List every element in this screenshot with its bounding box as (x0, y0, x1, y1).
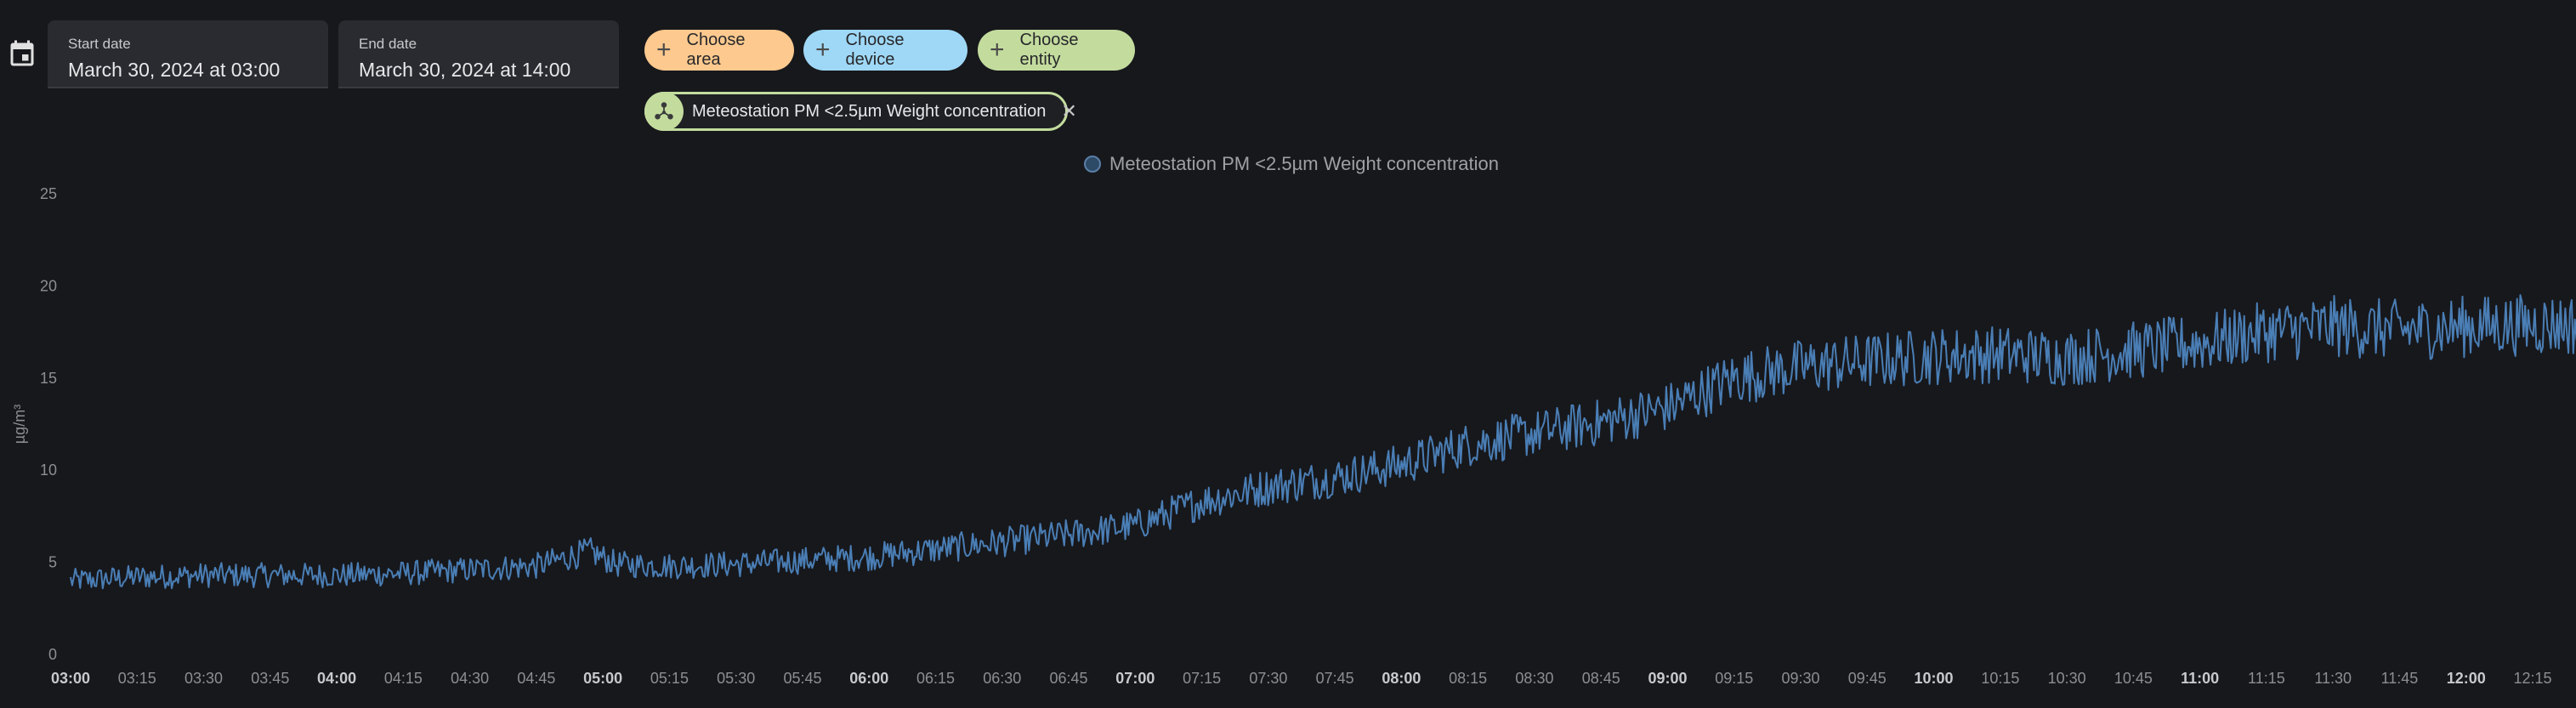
x-tick-label: 10:30 (2048, 670, 2086, 687)
x-tick-label: 07:45 (1316, 670, 1354, 687)
series-line (70, 294, 2576, 590)
x-tick-label: 08:45 (1582, 670, 1620, 687)
molecule-icon (644, 92, 684, 131)
x-tick-label: 10:15 (1981, 670, 2019, 687)
x-tick-label: 08:00 (1382, 670, 1421, 687)
choose-area-label: Choose area (686, 31, 746, 69)
x-tick-label: 10:00 (1915, 670, 1954, 687)
calendar-icon[interactable] (7, 39, 37, 70)
choose-entity-button[interactable]: + Choose entity (978, 30, 1135, 71)
x-tick-label: 03:45 (251, 670, 289, 687)
x-tick-label: 12:15 (2513, 670, 2551, 687)
x-axis: 03:00 03:15 03:30 03:45 04:00 04:15 04:30 04:45… (51, 670, 2552, 687)
y-axis: 0 5 10 15 20 25 (40, 185, 57, 663)
plus-icon: + (656, 36, 672, 64)
selected-entity-chip[interactable]: Meteostation PM <2.5µm Weight concentrat… (644, 92, 1077, 131)
y-tick-label: 10 (40, 462, 57, 479)
x-tick-label: 05:00 (583, 670, 622, 687)
x-tick-label: 06:45 (1050, 670, 1088, 687)
x-tick-label: 03:00 (51, 670, 90, 687)
x-tick-label: 08:15 (1449, 670, 1487, 687)
x-tick-label: 06:15 (916, 670, 955, 687)
choose-device-button[interactable]: + Choose device (803, 30, 967, 71)
choose-area-button[interactable]: + Choose area (644, 30, 794, 71)
y-tick-label: 5 (48, 554, 57, 571)
x-tick-label: 04:45 (517, 670, 555, 687)
end-date-field[interactable]: End date March 30, 2024 at 14:00 (338, 20, 619, 88)
end-date-value: March 30, 2024 at 14:00 (359, 59, 571, 81)
x-tick-label: 08:30 (1515, 670, 1553, 687)
x-tick-label: 07:30 (1249, 670, 1287, 687)
start-date-label: Start date (68, 36, 131, 52)
y-tick-label: 20 (40, 277, 57, 294)
x-tick-label: 09:30 (1782, 670, 1820, 687)
end-date-label: End date (359, 36, 417, 52)
x-tick-label: 03:30 (184, 670, 223, 687)
y-tick-label: 25 (40, 185, 57, 202)
x-tick-label: 09:00 (1648, 670, 1687, 687)
x-tick-label: 09:45 (1848, 670, 1887, 687)
x-tick-label: 05:30 (717, 670, 755, 687)
selected-entity-label: Meteostation PM <2.5µm Weight concentrat… (692, 101, 1047, 121)
x-tick-label: 10:45 (2114, 670, 2153, 687)
x-tick-label: 05:45 (783, 670, 821, 687)
x-tick-label: 12:00 (2447, 670, 2486, 687)
y-tick-label: 15 (40, 370, 57, 387)
x-tick-label: 09:15 (1715, 670, 1753, 687)
choose-entity-label: Choose entity (1019, 31, 1079, 69)
x-tick-label: 11:45 (2381, 670, 2419, 687)
plot-area (70, 294, 2576, 590)
x-tick-label: 06:30 (983, 670, 1021, 687)
x-tick-label: 11:30 (2314, 670, 2352, 687)
y-tick-label: 0 (48, 646, 57, 663)
start-date-field[interactable]: Start date March 30, 2024 at 03:00 (48, 20, 328, 88)
x-tick-label: 04:15 (384, 670, 423, 687)
x-tick-label: 11:15 (2248, 670, 2285, 687)
plus-icon: + (990, 36, 1005, 64)
x-tick-label: 03:15 (118, 670, 156, 687)
plus-icon: + (815, 36, 831, 64)
close-icon[interactable]: ✕ (1061, 100, 1077, 122)
y-axis-label: µg/m³ (11, 405, 28, 444)
x-tick-label: 04:30 (451, 670, 489, 687)
legend-swatch (1084, 156, 1101, 173)
choose-device-label: Choose device (845, 31, 905, 69)
x-tick-label: 11:00 (2181, 670, 2219, 687)
x-tick-label: 05:15 (650, 670, 689, 687)
x-tick-label: 07:15 (1183, 670, 1221, 687)
x-tick-label: 04:00 (317, 670, 356, 687)
x-tick-label: 07:00 (1115, 670, 1155, 687)
legend-label: Meteostation PM <2.5µm Weight concentrat… (1109, 153, 1500, 174)
chart-legend-item[interactable]: Meteostation PM <2.5µm Weight concentrat… (1084, 153, 1499, 175)
start-date-value: March 30, 2024 at 03:00 (68, 59, 281, 81)
x-tick-label: 06:00 (849, 670, 888, 687)
